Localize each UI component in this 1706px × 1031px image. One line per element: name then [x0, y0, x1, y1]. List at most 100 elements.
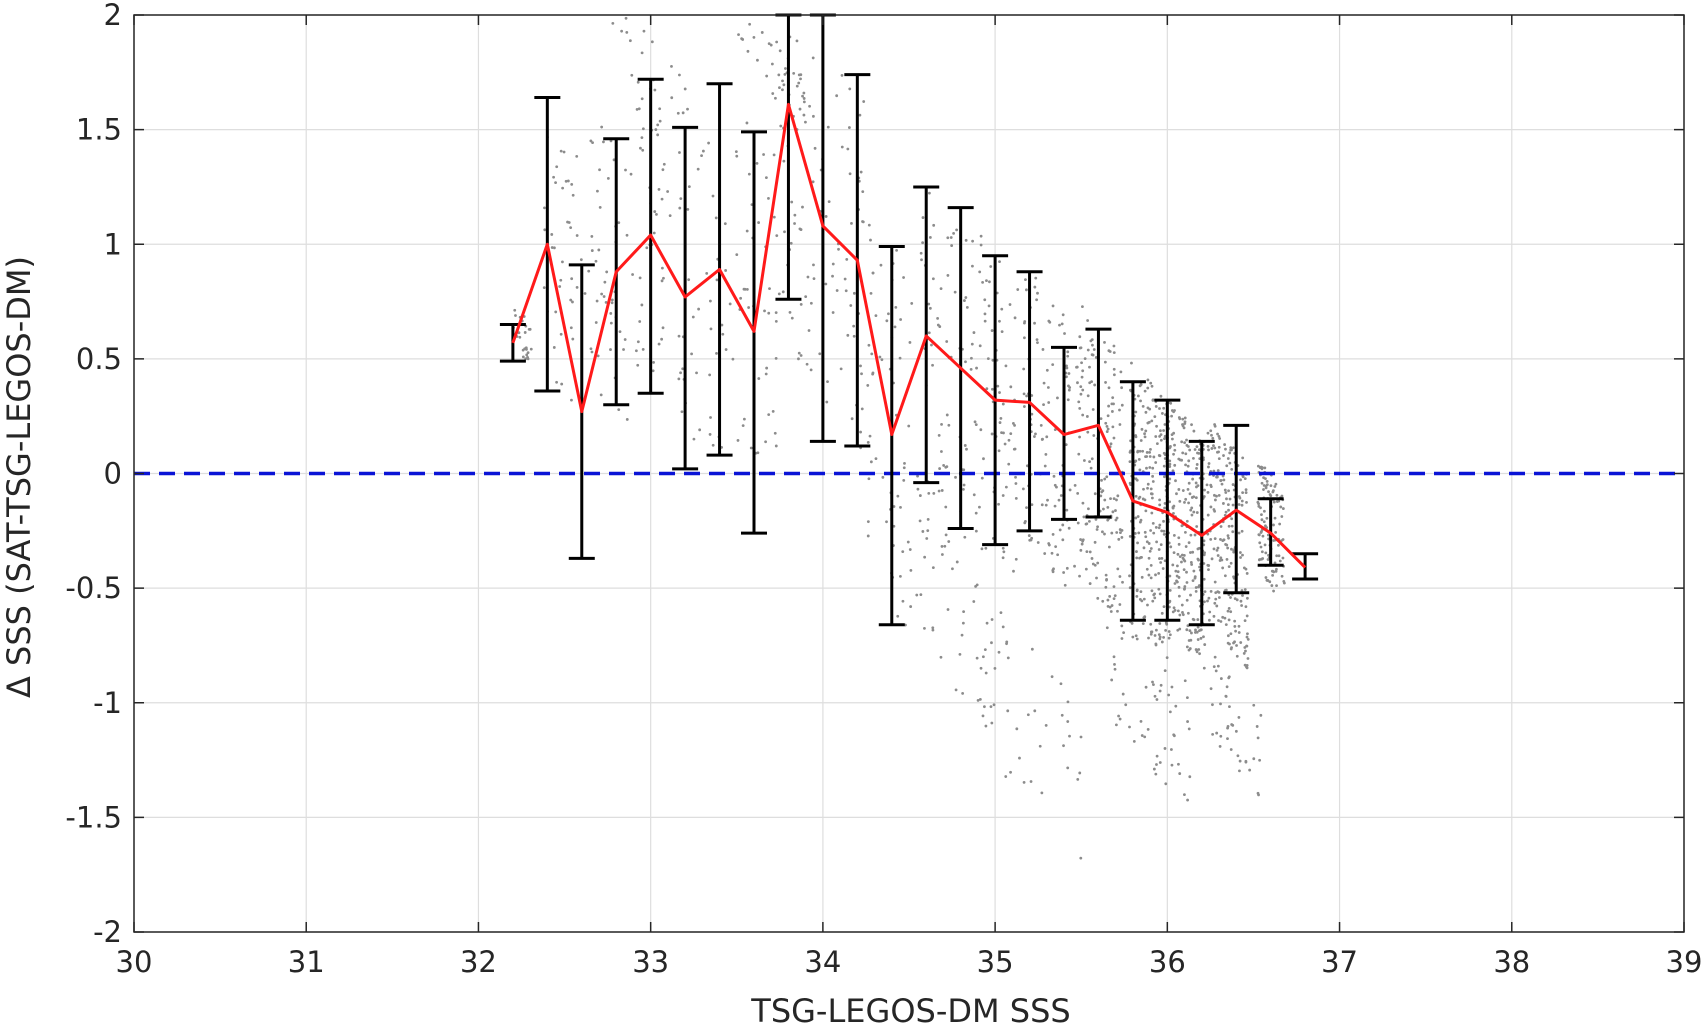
scatter-point: [678, 206, 682, 210]
scatter-point: [721, 332, 725, 336]
scatter-point: [1267, 490, 1270, 494]
scatter-point: [1137, 531, 1141, 535]
scatter-point: [1062, 744, 1065, 748]
scatter-point: [1107, 404, 1111, 408]
scatter-point: [1128, 460, 1132, 464]
scatter-point: [974, 584, 978, 588]
scatter-point: [1173, 608, 1177, 612]
scatter-point: [1151, 521, 1155, 525]
scatter-point: [799, 354, 803, 357]
scatter-point: [1203, 551, 1206, 555]
scatter-point: [1235, 654, 1239, 658]
scatter-point: [1045, 435, 1049, 439]
scatter-point: [1215, 548, 1219, 552]
scatter-point: [983, 312, 987, 316]
scatter-point: [809, 301, 813, 305]
scatter-point: [972, 600, 976, 603]
scatter-point: [678, 151, 681, 154]
scatter-point: [737, 33, 740, 37]
scatter-point: [1104, 573, 1108, 577]
scatter-point: [1192, 510, 1196, 514]
scatter-point: [636, 340, 640, 344]
scatter-point: [1280, 494, 1284, 498]
y-axis-label: Δ SSS (SAT-TSG-LEGOS-DM): [0, 256, 38, 698]
scatter-point: [1229, 446, 1233, 450]
scatter-point: [1233, 640, 1236, 644]
scatter-point: [916, 487, 920, 491]
scatter-point: [1135, 550, 1138, 553]
scatter-point: [962, 483, 966, 487]
x-tick-labels: 30 31 32 33 34 35 36 37 38 39: [116, 945, 1703, 979]
scatter-point: [981, 655, 985, 659]
scatter-point: [997, 650, 1001, 654]
scatter-point: [1162, 635, 1165, 639]
scatter-point: [991, 358, 995, 362]
scatter-point: [1044, 503, 1048, 507]
scatter-point: [1234, 729, 1238, 733]
scatter-point: [1120, 403, 1124, 407]
scatter-point: [1066, 398, 1070, 402]
y-tick-label: -1.5: [65, 800, 122, 834]
scatter-point: [804, 295, 808, 298]
scatter-point: [778, 86, 781, 90]
scatter-point: [1228, 461, 1232, 465]
scatter-point: [1185, 628, 1189, 632]
scatter-point: [1281, 507, 1285, 510]
scatter-point: [1023, 320, 1027, 323]
scatter-point: [1113, 662, 1116, 666]
scatter-point: [1262, 509, 1266, 513]
scatter-point: [657, 342, 661, 346]
scatter-point: [1180, 603, 1184, 607]
scatter-point: [668, 214, 672, 218]
scatter-point: [1154, 642, 1158, 646]
scatter-point: [1177, 762, 1180, 766]
scatter-point: [1187, 481, 1191, 485]
scatter-point: [893, 325, 897, 329]
scatter-point: [708, 299, 712, 303]
scatter-point: [1153, 634, 1157, 637]
y-tick-label: 1.5: [76, 113, 122, 147]
scatter-point: [1210, 447, 1214, 450]
scatter-point: [1112, 373, 1116, 377]
scatter-point: [1116, 494, 1120, 498]
scatter-point: [1183, 587, 1186, 591]
scatter-point: [1185, 519, 1189, 523]
scatter-point: [1173, 443, 1176, 447]
scatter-point: [1246, 638, 1250, 641]
scatter-point: [1149, 630, 1153, 634]
scatter-point: [845, 257, 849, 261]
scatter-point: [1105, 425, 1109, 428]
scatter-point: [1194, 481, 1198, 485]
scatter-point: [1193, 631, 1197, 634]
scatter-point: [561, 186, 565, 190]
scatter-point: [681, 367, 685, 371]
scatter-point: [1051, 363, 1055, 367]
scatter-point: [1148, 407, 1152, 411]
scatter-point: [1185, 570, 1188, 574]
scatter-point: [1104, 381, 1107, 384]
scatter-point: [1099, 494, 1103, 498]
scatter-point: [960, 633, 964, 637]
scatter-point: [604, 300, 608, 304]
scatter-point: [1087, 507, 1090, 511]
scatter-point: [1137, 497, 1141, 500]
scatter-point: [1261, 557, 1265, 560]
scatter-point: [1264, 484, 1268, 488]
scatter-point: [797, 351, 801, 355]
scatter-point: [1082, 459, 1086, 462]
scatter-point: [1160, 640, 1164, 644]
scatter-point: [1118, 603, 1122, 606]
scatter-point: [1033, 321, 1036, 325]
scatter-point: [1232, 575, 1235, 579]
scatter-point: [1103, 532, 1106, 536]
scatter-point: [1228, 705, 1231, 708]
scatter-point: [1068, 488, 1072, 492]
scatter-point: [575, 285, 579, 289]
scatter-point: [1195, 650, 1199, 654]
scatter-point: [831, 274, 834, 278]
scatter-point: [764, 372, 768, 376]
scatter-point: [963, 444, 967, 447]
scatter-point: [1154, 525, 1158, 529]
scatter-point: [1138, 468, 1142, 472]
scatter-point: [1133, 532, 1137, 535]
